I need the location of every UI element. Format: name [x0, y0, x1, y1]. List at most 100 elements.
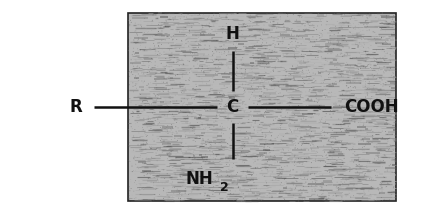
Point	[363, 54, 370, 58]
Point	[203, 194, 210, 197]
Point	[190, 22, 197, 26]
Point	[306, 127, 312, 131]
Point	[296, 135, 303, 139]
Point	[173, 30, 180, 33]
Point	[210, 156, 217, 159]
Point	[279, 22, 286, 25]
Point	[384, 38, 391, 42]
Point	[298, 197, 305, 201]
Point	[378, 48, 385, 51]
Point	[230, 12, 237, 16]
Point	[318, 117, 325, 121]
Point	[187, 25, 194, 29]
Point	[169, 136, 176, 139]
Point	[183, 122, 190, 125]
Point	[180, 101, 187, 104]
Point	[254, 79, 261, 83]
Point	[194, 36, 201, 39]
Point	[325, 140, 332, 144]
Point	[298, 163, 305, 166]
Point	[212, 116, 219, 119]
Point	[240, 89, 247, 92]
Point	[323, 84, 330, 88]
Point	[355, 172, 362, 176]
Point	[147, 180, 154, 184]
Point	[300, 198, 307, 202]
Point	[174, 120, 181, 124]
Point	[205, 21, 212, 25]
Point	[372, 199, 379, 202]
Point	[389, 76, 396, 79]
Point	[233, 33, 240, 37]
Point	[375, 123, 381, 126]
Point	[240, 110, 247, 114]
Point	[326, 199, 333, 202]
Point	[322, 93, 329, 97]
Point	[144, 172, 151, 175]
Point	[365, 80, 372, 84]
Point	[287, 21, 294, 24]
Point	[297, 15, 304, 19]
Point	[340, 67, 347, 70]
Point	[252, 105, 259, 108]
Point	[270, 163, 277, 167]
Point	[257, 37, 264, 40]
Point	[196, 116, 203, 120]
Point	[354, 23, 361, 26]
Point	[218, 52, 225, 56]
Point	[267, 195, 274, 199]
Point	[325, 73, 332, 76]
Point	[135, 142, 141, 146]
Point	[151, 49, 158, 53]
Point	[249, 46, 256, 49]
Point	[327, 141, 334, 144]
Point	[266, 122, 273, 126]
Point	[131, 128, 138, 131]
Point	[174, 92, 181, 96]
Point	[160, 76, 167, 80]
Point	[218, 122, 225, 125]
Point	[208, 12, 215, 15]
Point	[139, 161, 146, 165]
Point	[132, 122, 139, 125]
Point	[333, 105, 340, 109]
Point	[294, 135, 301, 138]
Point	[297, 49, 304, 52]
Point	[362, 52, 368, 56]
Point	[297, 177, 304, 180]
Point	[261, 143, 268, 146]
Point	[199, 102, 206, 105]
Point	[336, 64, 343, 68]
Point	[204, 134, 211, 137]
Point	[249, 77, 256, 80]
Point	[252, 166, 259, 169]
Point	[168, 44, 175, 48]
Point	[154, 170, 161, 173]
Point	[314, 99, 321, 103]
Point	[221, 103, 228, 106]
Point	[370, 168, 377, 171]
Point	[319, 189, 326, 193]
Point	[293, 170, 300, 174]
Point	[350, 27, 357, 31]
Point	[127, 100, 134, 104]
Point	[346, 70, 353, 74]
Point	[312, 184, 319, 187]
Point	[358, 44, 365, 47]
Point	[386, 85, 393, 88]
Point	[184, 145, 191, 149]
Point	[213, 113, 220, 117]
Point	[375, 156, 381, 159]
Point	[307, 168, 314, 171]
Point	[285, 169, 292, 172]
Point	[282, 68, 289, 71]
Point	[221, 197, 228, 201]
Point	[286, 78, 293, 82]
Point	[362, 93, 368, 96]
Point	[317, 81, 324, 85]
Point	[386, 144, 393, 147]
Point	[358, 29, 365, 32]
Point	[362, 26, 368, 30]
Point	[126, 196, 133, 199]
Point	[199, 26, 206, 29]
